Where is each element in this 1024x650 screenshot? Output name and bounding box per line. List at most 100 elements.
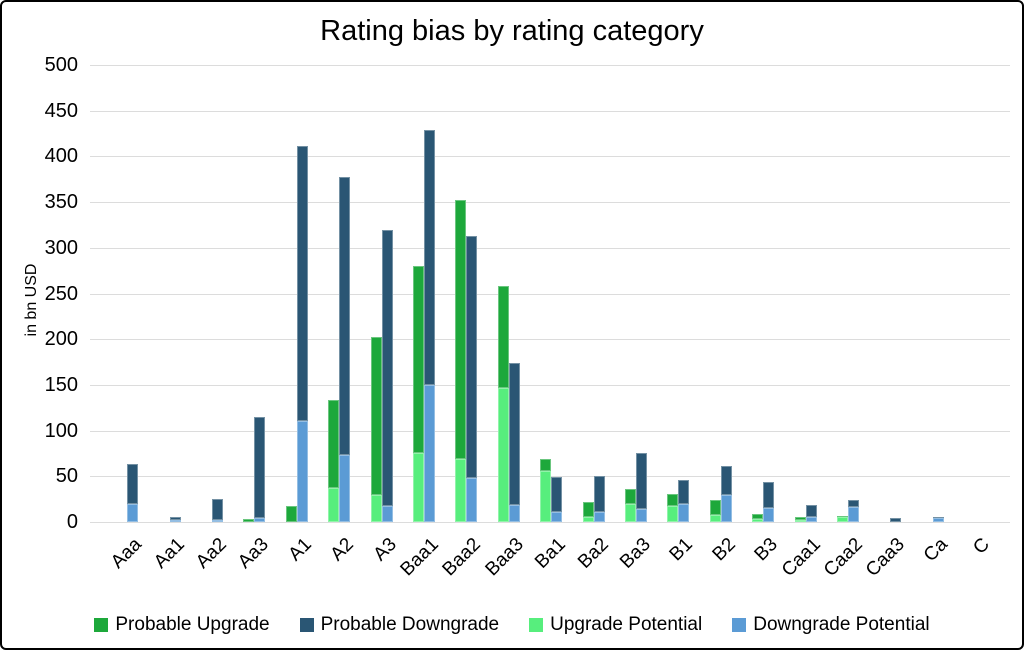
legend-item-probable-downgrade: Probable Downgrade [299,614,500,636]
legend-item-downgrade-potential: Downgrade Potential [732,614,930,636]
bar-segment-upgrade-potential [497,387,509,522]
legend-label: Downgrade Potential [753,614,930,635]
gridline [90,522,1010,523]
bar-segment-downgrade-potential [508,504,520,522]
bar-segment-probable-downgrade [932,517,944,519]
bar-segment-probable-downgrade [720,466,732,495]
bar-segment-downgrade-potential [551,511,563,522]
y-tick-label: 450 [44,99,78,122]
bar-segment-downgrade-potential [593,511,605,522]
bar-segment-probable-upgrade [370,337,382,495]
bar-segment-downgrade-potential [254,518,266,522]
legend-item-upgrade-potential: Upgrade Potential [529,614,702,636]
bar-segment-downgrade-potential [381,506,393,522]
bar-segment-downgrade-potential [466,478,478,522]
bar-segment-probable-upgrade [540,458,552,471]
bar-segment-downgrade-potential [636,509,647,522]
bar-segment-probable-downgrade [678,479,690,504]
bar-segment-upgrade-potential [752,519,764,522]
y-tick-label: 100 [44,419,78,442]
legend-label: Probable Upgrade [115,614,270,635]
y-tick-label: 150 [44,373,78,396]
legend-swatch-icon [94,618,109,632]
bar-segment-probable-downgrade [169,516,181,521]
bar-segment-probable-downgrade [339,176,351,456]
bar-segment-probable-downgrade [848,500,859,508]
gridline [90,384,1010,386]
bar-segment-upgrade-potential [413,453,424,522]
bar-segment-upgrade-potential [328,488,340,522]
chart-title: Rating bias by rating category [320,15,704,47]
bar-segment-probable-downgrade [593,476,605,512]
bar-segment-probable-upgrade [455,200,467,459]
legend-label: Probable Downgrade [320,614,500,635]
bar-segment-probable-downgrade [551,477,563,512]
gridline [90,110,1010,112]
bar-segment-probable-upgrade [752,513,764,520]
bar-segment-probable-downgrade [127,464,139,504]
bar-segment-downgrade-potential [932,518,944,522]
bar-segment-probable-upgrade [413,266,424,454]
bar-segment-downgrade-potential [805,516,817,522]
bar-segment-probable-upgrade [794,517,806,521]
bar-segment-upgrade-potential [540,470,552,522]
bar-segment-upgrade-potential [455,458,467,522]
bar-segment-probable-upgrade [709,500,721,515]
bar-segment-probable-downgrade [890,518,902,522]
legend-swatch-icon [299,618,314,632]
y-tick-label: 400 [44,145,78,168]
bar-segment-upgrade-potential [709,514,721,522]
bar-segment-probable-downgrade [424,129,435,385]
bar-segment-downgrade-potential [720,494,732,522]
bar-segment-upgrade-potential [625,503,636,522]
gridline [90,247,1010,249]
bar-segment-downgrade-potential [678,503,690,522]
legend-swatch-icon [732,618,747,632]
bar-segment-probable-upgrade [667,493,679,506]
bar-segment-probable-upgrade [582,501,594,517]
gridline [90,293,1010,295]
legend: Probable Upgrade Probable Downgrade Upgrad… [2,614,1022,636]
bar-segment-upgrade-potential [370,494,382,522]
legend-swatch-icon [529,618,544,632]
y-tick-label: 250 [44,282,78,305]
bar-segment-probable-downgrade [805,504,817,517]
bar-segment-downgrade-potential [296,421,308,522]
bar-segment-probable-downgrade [212,499,223,521]
gridline [90,430,1010,432]
bar-segment-downgrade-potential [339,455,351,522]
gridline [90,202,1010,204]
bar-segment-probable-downgrade [763,481,775,509]
y-tick-label: 0 [66,511,78,533]
legend-label: Upgrade Potential [550,614,703,635]
bar-segment-downgrade-potential [169,520,181,522]
bar-segment-upgrade-potential [837,517,848,522]
bar-segment-probable-upgrade [285,506,297,522]
bar-segment-downgrade-potential [848,507,859,522]
bar-segment-probable-upgrade [328,400,340,489]
bar-segment-upgrade-potential [667,505,679,522]
bar-segment-probable-downgrade [254,416,266,519]
legend-item-probable-upgrade: Probable Upgrade [94,614,270,636]
bar-segment-probable-downgrade [466,235,478,479]
bar-segment-probable-upgrade [625,489,636,504]
y-tick-label: 50 [55,465,78,488]
gridline [90,156,1010,158]
bar-segment-upgrade-potential [794,520,806,522]
bar-segment-probable-downgrade [508,362,520,505]
y-tick-label: 500 [44,54,78,76]
bar-segment-downgrade-potential [763,508,775,522]
y-tick-label: 350 [44,191,78,214]
bar-segment-downgrade-potential [424,384,435,522]
bar-segment-probable-downgrade [381,229,393,507]
bar-segment-downgrade-potential [212,520,223,522]
y-tick-label: 300 [44,236,78,259]
bar-segment-probable-downgrade [636,452,647,510]
bar-segment-probable-upgrade [837,515,848,518]
y-tick-label: 200 [44,328,78,351]
gridline [90,65,1010,66]
bar-segment-probable-upgrade [497,286,509,388]
bar-segment-probable-upgrade [243,519,255,522]
bar-segment-probable-downgrade [296,146,308,422]
